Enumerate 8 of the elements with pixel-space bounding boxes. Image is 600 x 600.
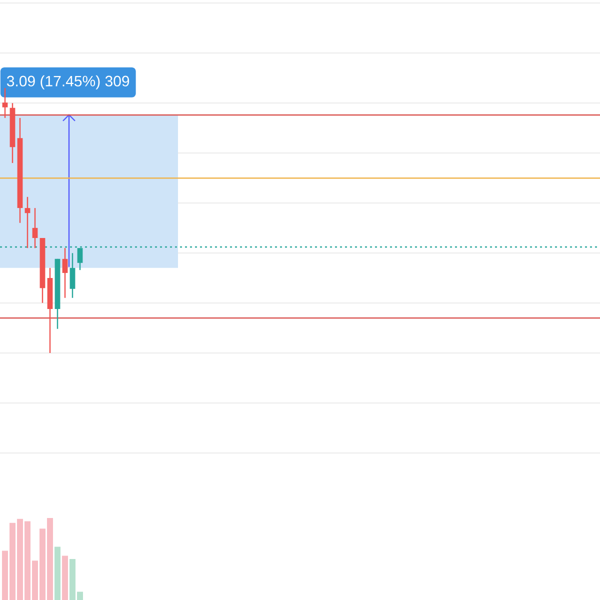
candlestick — [70, 252, 76, 298]
bar — [54, 546, 60, 600]
candlestick — [62, 247, 68, 298]
annotation: 3.09 (17.45%) 309 — [6, 75, 130, 90]
candlestick — [24, 196, 30, 249]
bar — [62, 556, 68, 600]
candlestick — [2, 87, 8, 119]
candlestick — [32, 207, 38, 249]
